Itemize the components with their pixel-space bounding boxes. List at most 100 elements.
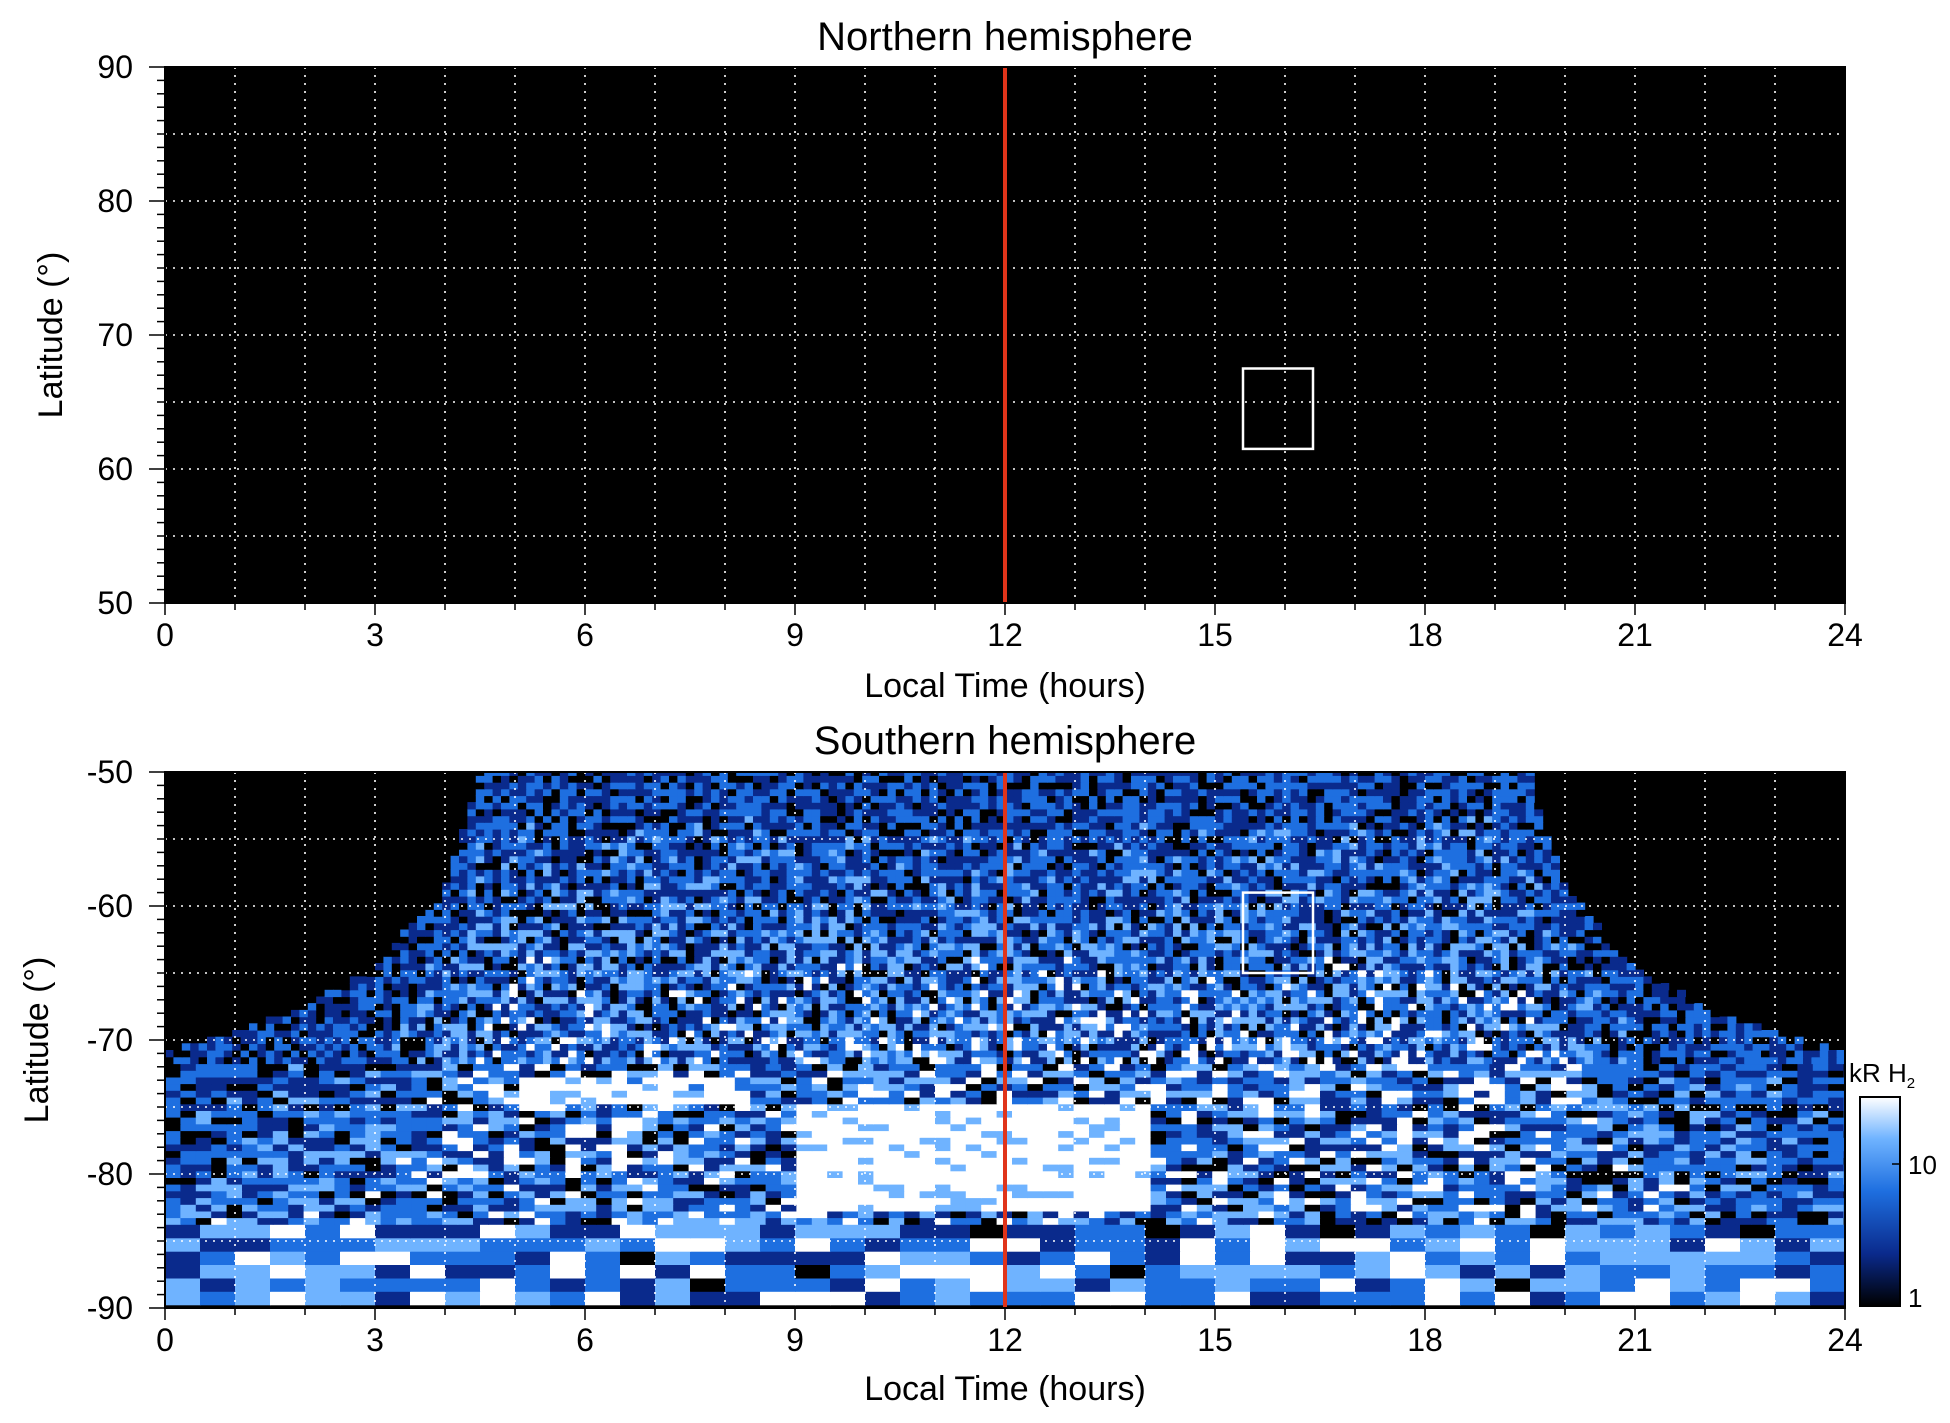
emission-cell	[1702, 1036, 1712, 1044]
emission-cell	[1581, 1190, 1598, 1199]
emission-cell	[873, 1090, 890, 1098]
emission-cell	[559, 989, 569, 998]
emission-cell	[303, 1097, 320, 1105]
emission-cell	[1744, 1056, 1754, 1065]
emission-cell	[627, 1210, 643, 1219]
emission-cell	[1412, 1217, 1429, 1225]
emission-cell	[811, 1184, 828, 1192]
emission-cell	[272, 1103, 289, 1111]
emission-cell	[1474, 1097, 1490, 1105]
emission-cell	[704, 1210, 720, 1219]
emission-cell	[1089, 1170, 1105, 1178]
emission-cell	[760, 1224, 796, 1239]
emission-cell	[433, 1003, 443, 1011]
emission-cell	[1500, 1050, 1510, 1058]
emission-cell	[475, 1016, 485, 1024]
emission-cell	[242, 1076, 258, 1085]
emission-cell	[400, 1043, 410, 1051]
emission-cell	[1320, 1137, 1336, 1145]
emission-cell	[1282, 1050, 1292, 1058]
emission-cell	[1489, 1217, 1506, 1225]
emission-cell	[1828, 1164, 1845, 1172]
emission-cell	[688, 1076, 705, 1085]
emission-cell	[1443, 1157, 1460, 1165]
emission-cell	[1643, 1003, 1653, 1011]
emission-cell	[1332, 1016, 1342, 1024]
emission-cell	[165, 1164, 181, 1172]
emission-cell	[543, 1030, 552, 1038]
emission-cell	[935, 1204, 951, 1212]
emission-cell	[480, 1277, 516, 1292]
emission-cell	[396, 1070, 412, 1078]
emission-cell	[610, 1023, 620, 1031]
emission-cell	[334, 1217, 351, 1225]
emission-cell	[391, 1056, 401, 1065]
emission-cell	[1551, 1030, 1560, 1038]
emission-cell	[642, 1103, 659, 1111]
emission-cell	[1740, 1264, 1776, 1279]
emission-cell	[1427, 1170, 1444, 1178]
emission-cell	[719, 1043, 729, 1051]
emission-cell	[963, 1056, 972, 1065]
emission-cell	[1240, 1056, 1250, 1065]
emission-cell	[425, 1050, 435, 1058]
emission-cell	[1534, 1030, 1544, 1038]
emission-cell	[1206, 1003, 1216, 1011]
emission-cell	[1145, 1224, 1181, 1239]
emission-cell	[450, 1036, 460, 1044]
emission-cell	[1500, 996, 1510, 1004]
emission-cell	[1265, 1023, 1275, 1031]
emission-cell	[1489, 1083, 1506, 1091]
emission-cell	[620, 1291, 656, 1306]
emission-cell	[685, 1056, 695, 1065]
emission-cell	[1072, 1036, 1082, 1044]
emission-cell	[1705, 1170, 1721, 1178]
emission-cell	[1674, 1210, 1691, 1219]
emission-cell	[1397, 1197, 1413, 1205]
emission-cell	[1427, 1070, 1444, 1078]
emission-cell	[473, 1076, 489, 1085]
emission-cell	[1643, 1103, 1660, 1111]
emission-cell	[433, 1056, 443, 1065]
emission-cell	[1565, 1224, 1601, 1239]
emission-cell	[1135, 1097, 1152, 1105]
emission-cell	[1668, 1036, 1678, 1044]
emission-cell	[719, 1184, 736, 1192]
emission-cell	[396, 1150, 412, 1158]
emission-cell	[349, 1157, 366, 1165]
emission-cell	[1038, 1016, 1048, 1024]
emission-cell	[1626, 1016, 1636, 1024]
emission-cell	[365, 1217, 382, 1225]
emission-cell	[786, 1009, 796, 1018]
emission-cell	[837, 1030, 846, 1038]
emission-cell	[1535, 1110, 1552, 1118]
emission-cell	[303, 1083, 320, 1091]
emission-cell	[180, 1164, 197, 1172]
emission-cell	[223, 1050, 233, 1058]
emission-cell	[642, 1170, 659, 1178]
emission-cell	[1196, 1157, 1213, 1165]
emission-cell	[408, 1016, 418, 1024]
emission-cell	[981, 1217, 998, 1225]
emission-cell	[988, 1016, 998, 1024]
emission-cell	[750, 1204, 767, 1212]
emission-cell	[550, 1123, 566, 1132]
emission-cell	[596, 1070, 613, 1078]
emission-cell	[411, 1184, 428, 1192]
emission-cell	[257, 1050, 267, 1058]
emission-cell	[1227, 1097, 1244, 1105]
emission-cell	[1383, 1056, 1392, 1065]
emission-cell	[303, 1164, 320, 1172]
emission-cell	[669, 1056, 678, 1065]
emission-cell	[1775, 1237, 1811, 1252]
emission-cell	[526, 1009, 536, 1018]
emission-cell	[534, 1090, 551, 1098]
emission-cell	[249, 1050, 258, 1058]
emission-cell	[904, 1184, 921, 1192]
emission-cell	[946, 989, 956, 998]
emission-cell	[1581, 1204, 1598, 1212]
emission-cell	[534, 1083, 551, 1091]
emission-cell	[744, 989, 754, 998]
emission-cell	[411, 1063, 428, 1071]
emission-cell	[635, 1056, 645, 1065]
